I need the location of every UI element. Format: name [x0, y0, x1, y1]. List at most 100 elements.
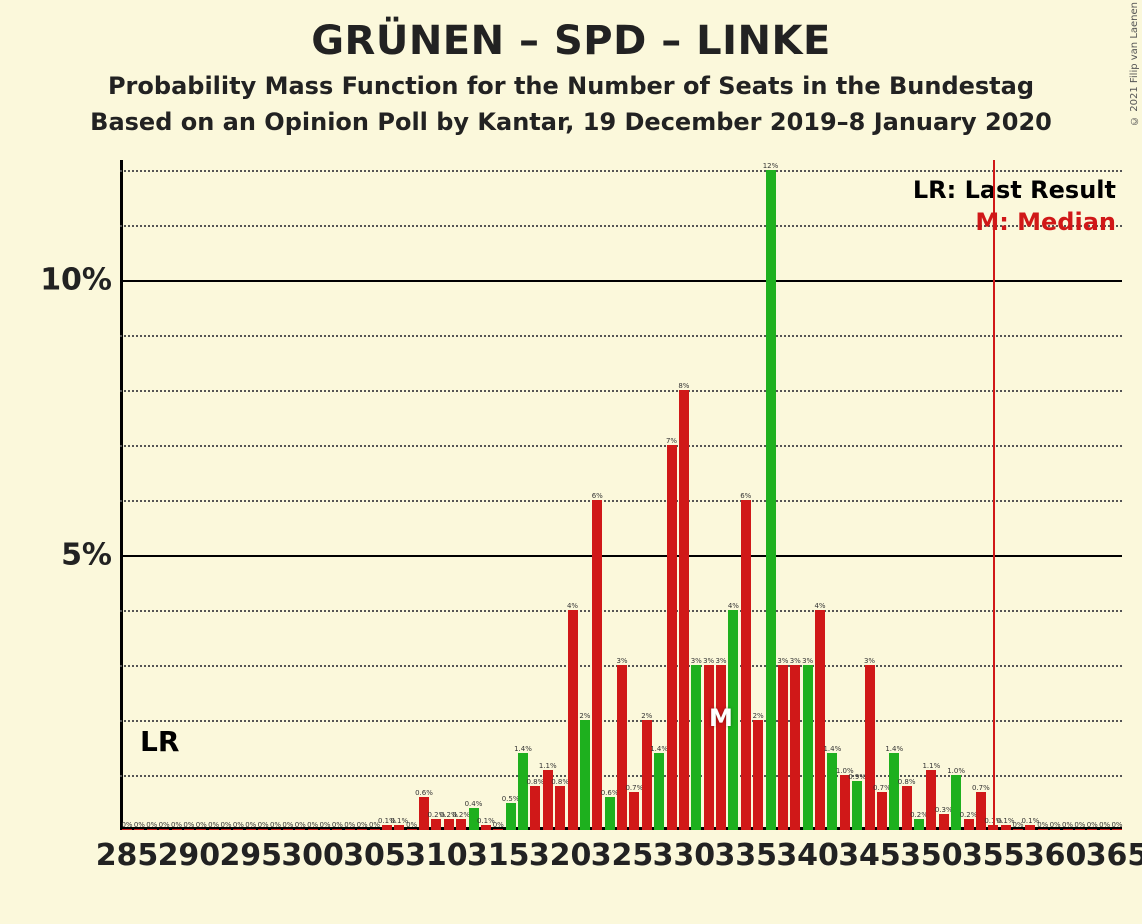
bar-value-label: 0%: [332, 821, 343, 829]
bar: 0%: [370, 829, 380, 830]
x-tick-label: 305: [343, 838, 406, 873]
bar-fill: [605, 797, 615, 830]
bar: 0%: [246, 829, 256, 830]
bar-fill: [444, 819, 454, 830]
bar: 0%: [1112, 829, 1122, 830]
chart-title: GRÜNEN – SPD – LINKE: [0, 0, 1142, 64]
bar-fill: [233, 829, 243, 830]
bar-value-label: 0%: [295, 821, 306, 829]
bar-value-label: 0%: [1062, 821, 1073, 829]
bar-value-label: 0.2%: [960, 811, 978, 819]
bar: 0%: [1087, 829, 1097, 830]
bar: 0.1%: [382, 825, 392, 831]
bar-value-label: 0%: [183, 821, 194, 829]
bar: 0%: [172, 829, 182, 830]
bar-fill: [642, 720, 652, 830]
bar: 0.1%: [481, 825, 491, 831]
bar: 1.4%: [827, 753, 837, 830]
bar-value-label: 0%: [258, 821, 269, 829]
bar: 0%: [295, 829, 305, 830]
bar-fill: [827, 753, 837, 830]
bar-value-label: 0%: [146, 821, 157, 829]
bar-fill: [357, 829, 367, 830]
x-tick-label: 360: [1024, 838, 1087, 873]
bar-fill: [122, 829, 132, 830]
bar: 0.3%: [939, 814, 949, 831]
bar-value-label: 0%: [270, 821, 281, 829]
bar: 0%: [147, 829, 157, 830]
bar-fill: [431, 819, 441, 830]
legend-median: M: Median: [975, 208, 1116, 236]
bar-value-label: 0%: [307, 821, 318, 829]
bar-fill: [1001, 825, 1011, 831]
bar-value-label: 12%: [763, 162, 779, 170]
grid-minor: [120, 170, 1122, 172]
bar-value-label: 0%: [1087, 821, 1098, 829]
bar-fill: [592, 500, 602, 830]
bar: 0%: [221, 829, 231, 830]
bar: 3%: [778, 665, 788, 830]
bar-fill: [889, 753, 899, 830]
bar-value-label: 4%: [814, 602, 825, 610]
bar: 0%: [1063, 829, 1073, 830]
bar-value-label: 0%: [196, 821, 207, 829]
x-tick-label: 310: [405, 838, 468, 873]
bar: 0%: [357, 829, 367, 830]
bar: 0%: [1100, 829, 1110, 830]
bar: 12%: [766, 170, 776, 830]
bar-fill: [790, 665, 800, 830]
bar-value-label: 3%: [777, 657, 788, 665]
bar-value-label: 0%: [220, 821, 231, 829]
bar-fill: [370, 829, 380, 830]
bar: 0.2%: [456, 819, 466, 830]
bar-fill: [617, 665, 627, 830]
grid-major: [120, 280, 1122, 282]
bar-fill: [679, 390, 689, 830]
bar: 0%: [122, 829, 132, 830]
bar-value-label: 7%: [666, 437, 677, 445]
bar-value-label: 1.0%: [947, 767, 965, 775]
bar: 0.8%: [555, 786, 565, 830]
bar: 0%: [283, 829, 293, 830]
bar-value-label: 8%: [678, 382, 689, 390]
y-axis: [120, 160, 123, 830]
bar-fill: [518, 753, 528, 830]
bar: 3%: [716, 665, 726, 830]
bar: 3%: [704, 665, 714, 830]
bar: 0.7%: [629, 792, 639, 831]
grid-minor: [120, 610, 1122, 612]
bar-value-label: 2%: [641, 712, 652, 720]
chart-subtitle-2: Based on an Opinion Poll by Kantar, 19 D…: [0, 108, 1142, 136]
bar-fill: [877, 792, 887, 831]
x-tick-label: 325: [591, 838, 654, 873]
bar-fill: [926, 770, 936, 831]
bar: 0.2%: [444, 819, 454, 830]
bar: 0%: [159, 829, 169, 830]
bar-fill: [902, 786, 912, 830]
bar: 6%: [592, 500, 602, 830]
bar-fill: [667, 445, 677, 830]
bar-fill: [753, 720, 763, 830]
bar-fill: [196, 829, 206, 830]
bar: 1.4%: [654, 753, 664, 830]
grid-minor: [120, 445, 1122, 447]
x-tick-label: 315: [467, 838, 530, 873]
bar-fill: [691, 665, 701, 830]
bar-value-label: 0%: [171, 821, 182, 829]
bar-fill: [271, 829, 281, 830]
bar: 0.2%: [914, 819, 924, 830]
bar-value-label: 3%: [864, 657, 875, 665]
bar-value-label: 0.9%: [848, 773, 866, 781]
legend-last-result: LR: Last Result: [913, 176, 1116, 204]
bar-value-label: 3%: [616, 657, 627, 665]
bar-fill: [1025, 825, 1035, 831]
bar: 0%: [332, 829, 342, 830]
bar-fill: [654, 753, 664, 830]
bar: 0%: [184, 829, 194, 830]
bar: 0.1%: [1001, 825, 1011, 831]
x-tick-label: 365: [1086, 838, 1142, 873]
bar-fill: [172, 829, 182, 830]
bar-fill: [134, 829, 144, 830]
bar-fill: [147, 829, 157, 830]
bar-fill: [840, 775, 850, 830]
